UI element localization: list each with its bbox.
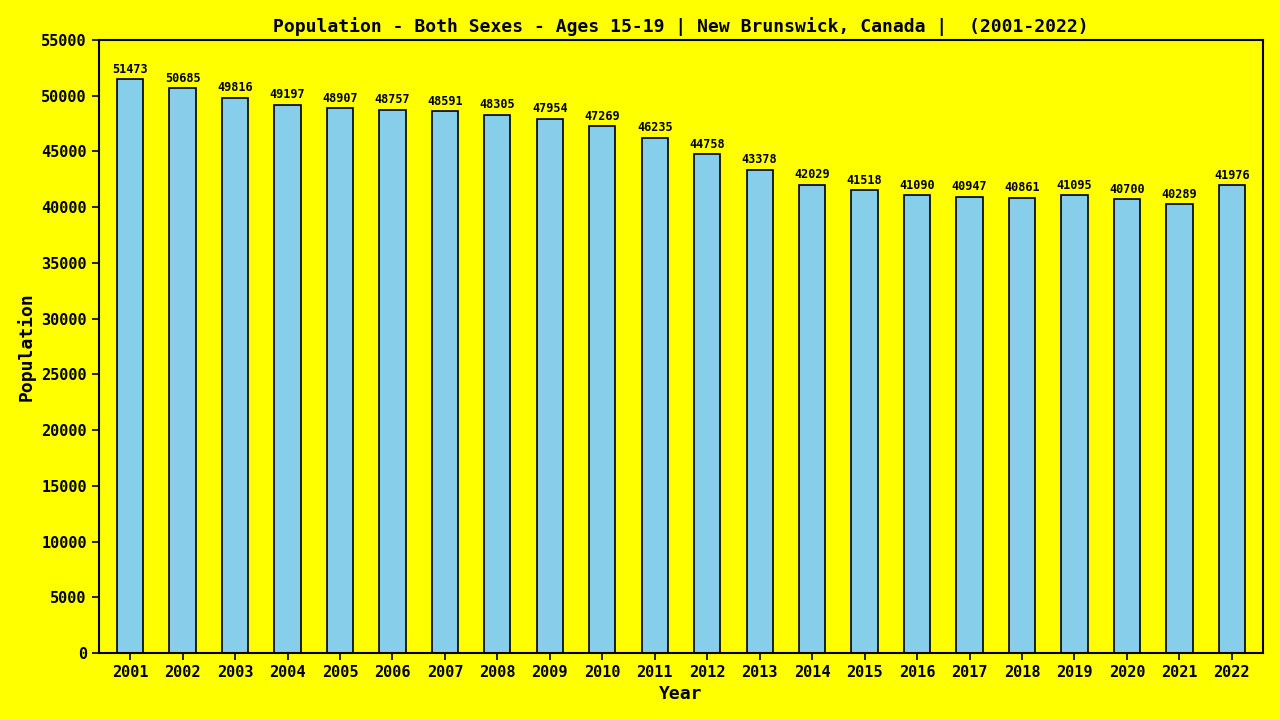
Text: 48907: 48907 bbox=[323, 91, 358, 104]
Bar bbox=[746, 169, 773, 653]
Bar bbox=[431, 112, 458, 653]
Text: 48591: 48591 bbox=[428, 95, 462, 108]
Text: 40947: 40947 bbox=[952, 180, 987, 193]
Bar bbox=[326, 108, 353, 653]
Text: 51473: 51473 bbox=[113, 63, 148, 76]
Text: 43378: 43378 bbox=[742, 153, 777, 166]
Text: 41090: 41090 bbox=[900, 179, 934, 192]
Bar bbox=[221, 98, 248, 653]
Text: 40700: 40700 bbox=[1108, 183, 1144, 196]
Text: 50685: 50685 bbox=[165, 72, 201, 85]
Text: 44758: 44758 bbox=[690, 138, 724, 150]
Bar bbox=[1009, 197, 1036, 653]
Bar bbox=[799, 184, 826, 653]
Text: 48757: 48757 bbox=[375, 93, 411, 107]
Text: 41976: 41976 bbox=[1213, 168, 1249, 181]
Bar bbox=[379, 109, 406, 653]
Bar bbox=[851, 190, 878, 653]
Bar bbox=[116, 79, 143, 653]
Y-axis label: Population: Population bbox=[17, 292, 36, 401]
Text: 49197: 49197 bbox=[270, 89, 306, 102]
Bar bbox=[484, 114, 511, 653]
Text: 46235: 46235 bbox=[637, 122, 672, 135]
Bar bbox=[274, 104, 301, 653]
Bar bbox=[956, 197, 983, 653]
Text: 49816: 49816 bbox=[218, 81, 253, 94]
Bar bbox=[589, 126, 616, 653]
Text: 41518: 41518 bbox=[847, 174, 882, 187]
Bar bbox=[169, 88, 196, 653]
Text: 42029: 42029 bbox=[795, 168, 829, 181]
Bar bbox=[1061, 195, 1088, 653]
Text: 48305: 48305 bbox=[480, 98, 515, 112]
Text: 40289: 40289 bbox=[1161, 188, 1197, 201]
Bar bbox=[1166, 204, 1193, 653]
Bar bbox=[904, 195, 931, 653]
Bar bbox=[536, 119, 563, 653]
Text: 40861: 40861 bbox=[1005, 181, 1039, 194]
Bar bbox=[1219, 185, 1245, 653]
Text: 41095: 41095 bbox=[1057, 179, 1092, 192]
X-axis label: Year: Year bbox=[659, 685, 703, 703]
Title: Population - Both Sexes - Ages 15-19 | New Brunswick, Canada |  (2001-2022): Population - Both Sexes - Ages 15-19 | N… bbox=[273, 17, 1089, 36]
Text: 47269: 47269 bbox=[585, 110, 620, 123]
Bar bbox=[694, 154, 721, 653]
Text: 47954: 47954 bbox=[532, 102, 567, 115]
Bar bbox=[641, 138, 668, 653]
Bar bbox=[1114, 199, 1140, 653]
